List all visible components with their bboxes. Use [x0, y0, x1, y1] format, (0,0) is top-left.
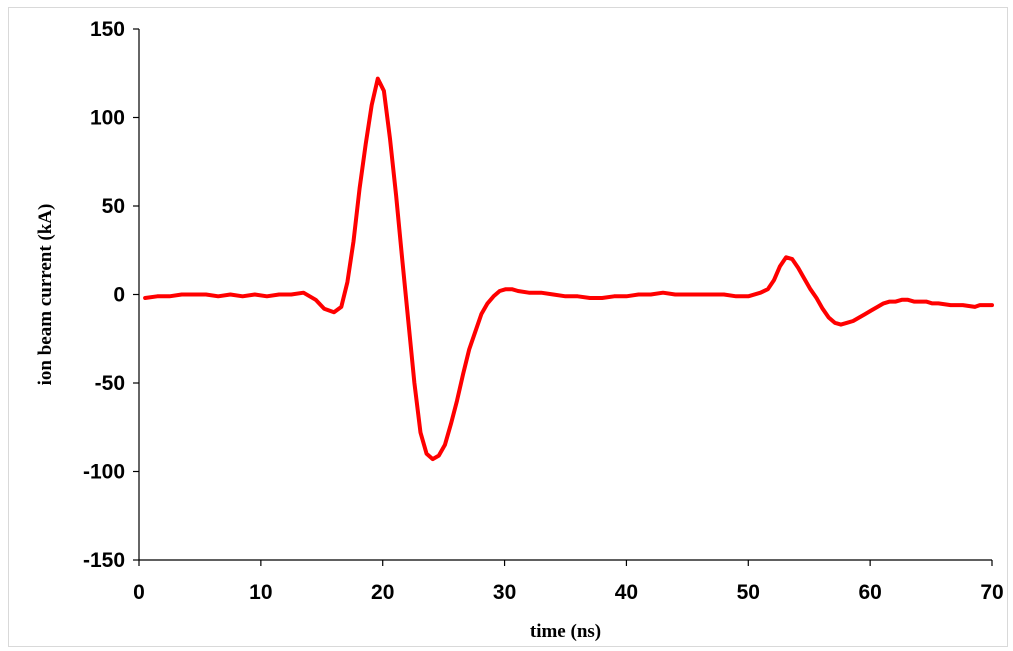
x-tick-label: 50 [737, 581, 760, 604]
series-layer [143, 76, 994, 462]
y-tick-label: 0 [113, 284, 125, 307]
x-tick-label: 30 [493, 581, 516, 604]
x-tick-label: 40 [615, 581, 638, 604]
x-tick-label: 60 [858, 581, 881, 604]
y-axis-title: ion beam current (kA) [35, 204, 56, 386]
x-tick-label: 70 [980, 581, 1003, 604]
ticks: 150 100 50 0 -50 -100 -150 0 10 20 30 40 50 60 70 [83, 18, 1004, 604]
y-tick-label: 100 [90, 107, 125, 130]
chart-frame [8, 7, 1008, 647]
x-axis-title: time (ns) [530, 621, 601, 642]
y-tick-label: -150 [83, 549, 125, 572]
y-tick-label: -100 [83, 461, 125, 484]
y-tick-label: 150 [90, 18, 125, 41]
x-tick-label: 0 [133, 581, 145, 604]
x-tick-label: 20 [371, 581, 394, 604]
x-tick-label: 10 [249, 581, 272, 604]
y-tick-label: 50 [102, 195, 125, 218]
y-tick-label: -50 [95, 372, 125, 395]
series-line [143, 76, 994, 462]
